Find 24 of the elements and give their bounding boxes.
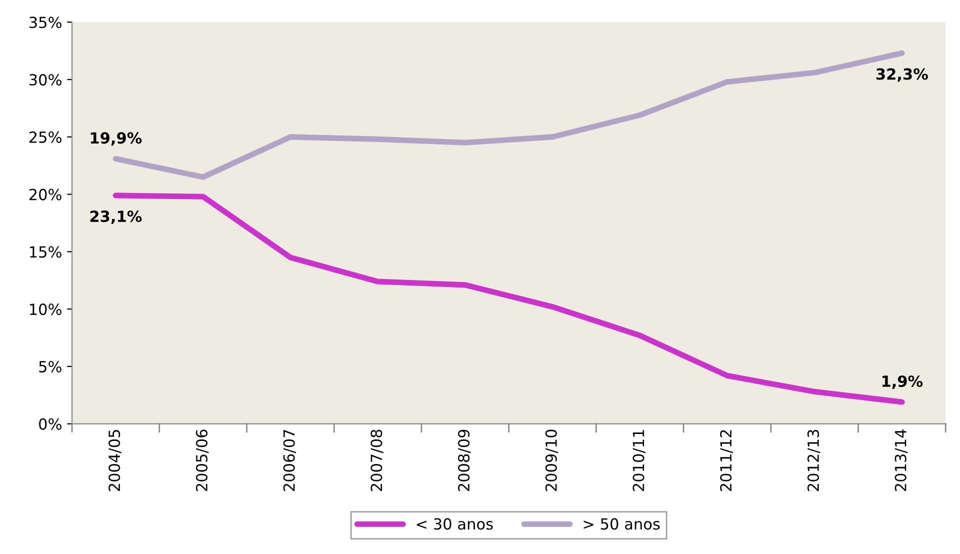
y-tick-label: 35% — [29, 16, 62, 28]
y-tick-label: 15% — [30, 246, 62, 258]
annotation: 32,3% — [876, 68, 928, 82]
x-tick-label: 2010/11 — [632, 430, 646, 492]
y-tick-label: 0% — [39, 418, 62, 430]
annotation: 23,1% — [90, 210, 142, 224]
x-tick-label: 2005/06 — [196, 430, 209, 492]
legend-label: < 30 anos — [416, 518, 493, 530]
y-tick-label: 30% — [29, 74, 62, 86]
x-tick-label: 2011/12 — [720, 430, 733, 492]
y-tick-label: 5% — [39, 360, 62, 372]
x-tick-label: 2007/08 — [370, 430, 384, 492]
x-tick-label: 2013/14 — [894, 430, 908, 492]
y-tick-label: 25% — [29, 131, 62, 143]
x-tick-label: 2006/07 — [283, 430, 296, 492]
x-tick-label: 2008/09 — [458, 430, 471, 492]
legend-label: > 50 anos — [584, 518, 660, 530]
x-tick-label: 2004/05 — [108, 430, 122, 492]
y-tick-label: 10% — [30, 304, 62, 316]
annotation: 1,9% — [882, 375, 923, 389]
y-tick-label: 20% — [29, 188, 62, 200]
x-tick-label: 2009/10 — [545, 430, 558, 492]
x-tick-label: 2012/13 — [807, 430, 820, 492]
annotation: 19,9% — [90, 132, 142, 146]
